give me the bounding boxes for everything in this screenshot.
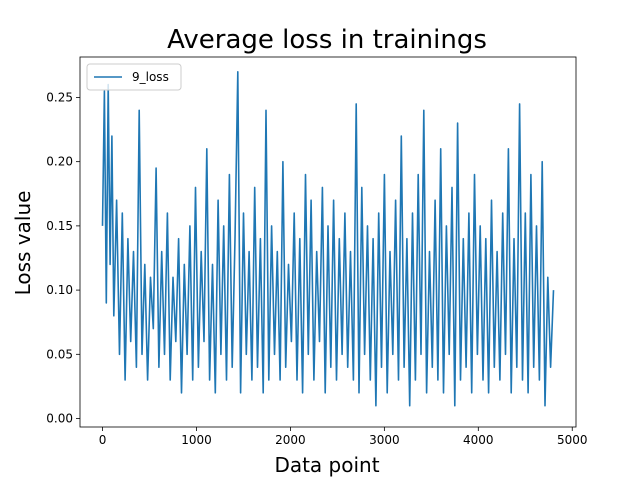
y-tick-label: 0.25 (46, 90, 73, 104)
y-tick-label: 0.10 (46, 283, 73, 297)
plot-area: 0 1000 2000 3000 4000 5000 0.00 0.05 0.10 0.15 0.2… (46, 56, 588, 447)
y-tick-label: 0.15 (46, 219, 73, 233)
chart-title: Average loss in trainings (167, 25, 487, 55)
axes-frame (79, 56, 577, 428)
y-tick-label: 0.05 (46, 347, 73, 361)
y-tick-label: 0.20 (46, 155, 73, 169)
x-tick-label: 0 (99, 433, 107, 447)
x-axis-label: Data point (274, 453, 379, 477)
legend-label: 9_loss (132, 70, 169, 84)
y-tick-label: 0.00 (46, 412, 73, 426)
x-tick-label: 3000 (369, 433, 400, 447)
series-line-0 (101, 71, 555, 407)
legend-box (86, 63, 182, 91)
x-tick-label: 4000 (463, 433, 494, 447)
x-tick-label: 5000 (557, 433, 588, 447)
y-axis-label: Loss value (11, 191, 35, 296)
x-tick-label: 1000 (181, 433, 212, 447)
x-tick-label: 2000 (275, 433, 306, 447)
